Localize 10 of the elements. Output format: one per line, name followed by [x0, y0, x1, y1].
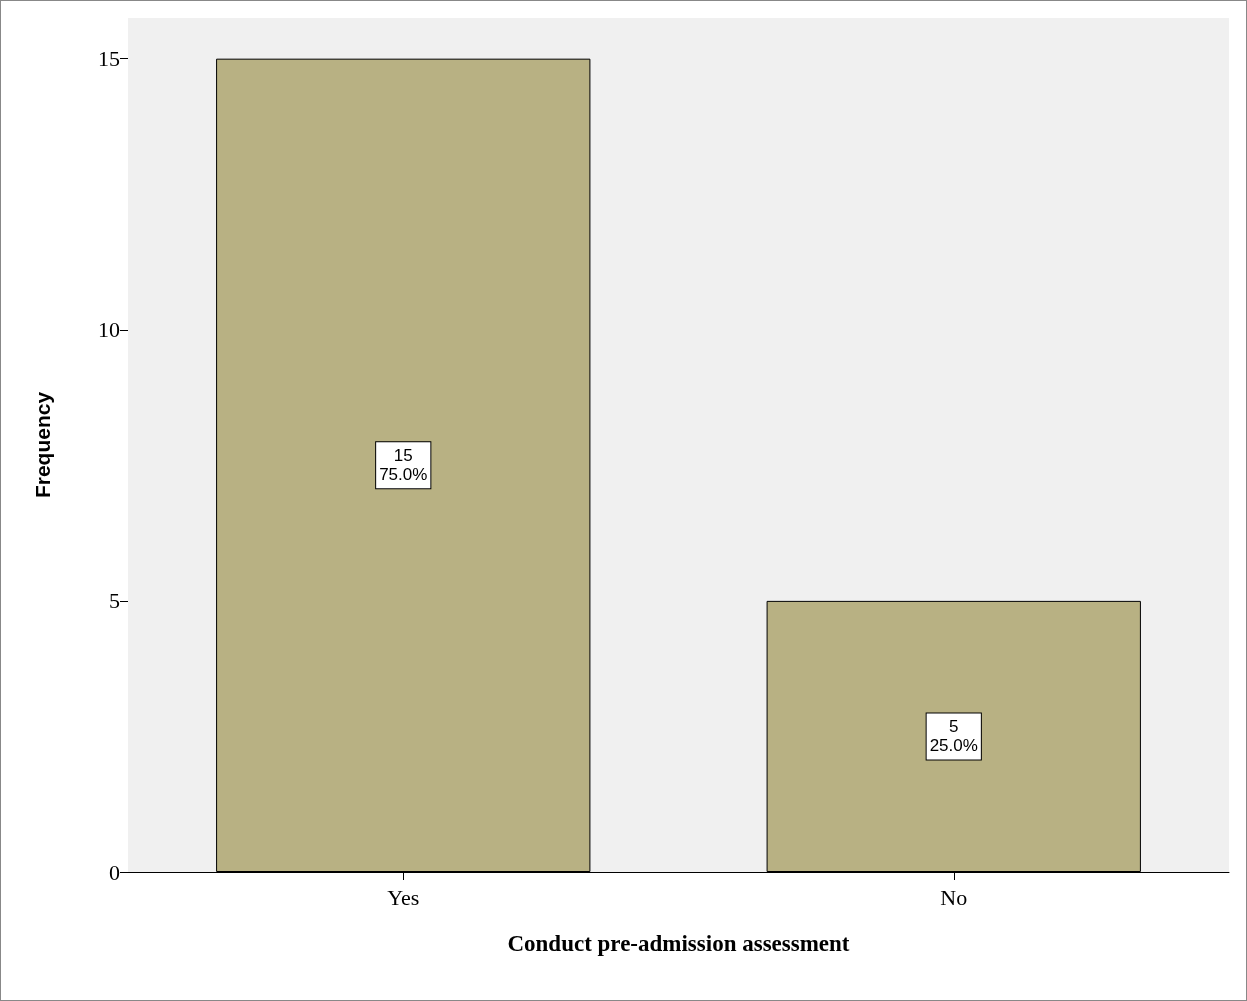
data-label: 15 75.0% — [379, 446, 428, 485]
y-tick-label: 10 — [98, 317, 120, 343]
y-tick-label: 5 — [109, 588, 120, 614]
x-tick-label: No — [940, 884, 968, 910]
data-label: 5 25.0% — [929, 717, 978, 756]
x-axis-title: Conduct pre-admission assessment — [507, 931, 850, 956]
y-axis-title: Frequency — [31, 391, 54, 499]
y-tick-label: 0 — [109, 859, 120, 885]
y-tick-label: 15 — [98, 46, 120, 72]
x-tick-label: Yes — [387, 884, 420, 910]
